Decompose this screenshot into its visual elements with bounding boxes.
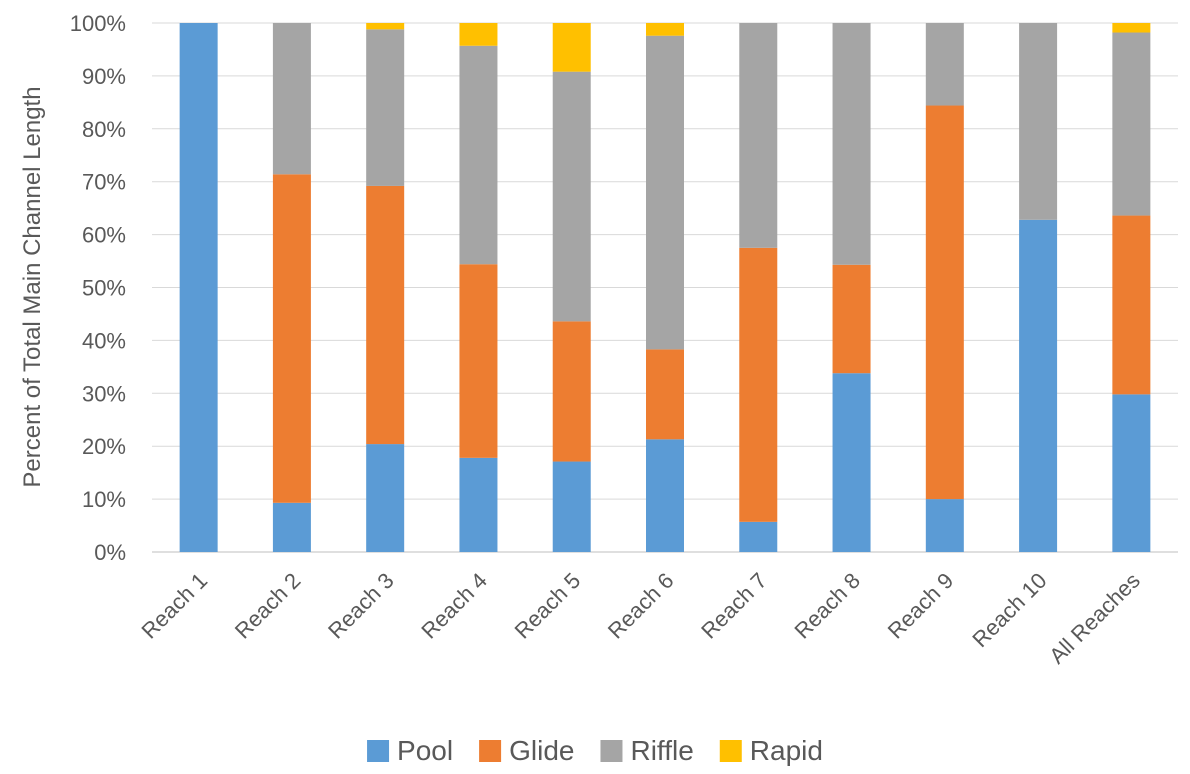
bar-segment-riffle bbox=[739, 23, 778, 248]
x-tick-label: Reach 1 bbox=[137, 568, 213, 644]
bar-segment-pool bbox=[1019, 219, 1058, 552]
x-tick-label: All Reaches bbox=[1044, 568, 1145, 669]
bar-segment-riffle bbox=[832, 23, 871, 265]
legend-item: Glide bbox=[479, 735, 574, 766]
x-tick-label: Reach 3 bbox=[323, 568, 399, 644]
bar-segment-riffle bbox=[1019, 23, 1058, 220]
bar-segment-glide bbox=[272, 174, 311, 503]
legend-item: Pool bbox=[367, 735, 453, 766]
legend-swatch bbox=[367, 740, 390, 762]
bar-segment-glide bbox=[366, 185, 405, 445]
bar-segment-pool bbox=[459, 457, 498, 552]
y-tick-label: 40% bbox=[82, 328, 126, 353]
x-tick-label: Reach 8 bbox=[789, 568, 865, 644]
legend: Pool Glide Riffle Rapid bbox=[367, 735, 823, 766]
y-axis-title: Percent of Total Main Channel Length bbox=[19, 86, 46, 487]
bar-segment-riffle bbox=[925, 23, 964, 106]
bar-segment-glide bbox=[552, 321, 591, 462]
bar-segment-pool bbox=[646, 439, 684, 552]
bar-segment-pool bbox=[925, 499, 964, 552]
y-tick-label: 80% bbox=[82, 117, 126, 142]
bar-segment-rapid bbox=[552, 23, 591, 72]
legend-item: Rapid bbox=[719, 735, 823, 766]
x-tick-label: Reach 6 bbox=[603, 568, 679, 644]
x-tick-labels: Reach 1 Reach 2 Reach 3 Reach 4 Reach 5 Reach… bbox=[137, 568, 1145, 669]
bar-segment-riffle bbox=[272, 23, 311, 175]
bar-segment-rapid bbox=[1112, 23, 1151, 33]
bar-segment-glide bbox=[832, 264, 871, 374]
y-tick-label: 20% bbox=[82, 434, 126, 459]
bar-segment-riffle bbox=[1112, 32, 1151, 216]
bar-segment-glide bbox=[1112, 215, 1151, 395]
bar-segment-riffle bbox=[366, 29, 405, 186]
y-tick-labels: 0% 10% 20% 30% 40% 50% 60% 70% 80% 90% 100% bbox=[70, 11, 126, 565]
bars bbox=[179, 23, 1151, 552]
bar-segment-glide bbox=[459, 264, 498, 458]
y-tick-label: 90% bbox=[82, 64, 126, 89]
legend-label: Glide bbox=[509, 735, 574, 766]
legend-item: Riffle bbox=[600, 735, 694, 766]
x-tick-label: Reach 10 bbox=[967, 568, 1051, 652]
bar-segment-riffle bbox=[646, 35, 684, 350]
bar-segment-glide bbox=[739, 247, 778, 522]
bar-segment-pool bbox=[552, 461, 591, 552]
bar-segment-glide bbox=[646, 349, 684, 440]
bar-segment-glide bbox=[925, 105, 964, 500]
legend-swatch bbox=[719, 740, 742, 762]
y-tick-label: 10% bbox=[82, 487, 126, 512]
bar-segment-rapid bbox=[366, 23, 405, 30]
bar-segment-pool bbox=[739, 521, 778, 552]
x-tick-label: Reach 5 bbox=[510, 568, 586, 644]
y-tick-label: 0% bbox=[94, 540, 126, 565]
x-tick-label: Reach 9 bbox=[883, 568, 959, 644]
legend-label: Rapid bbox=[750, 735, 823, 766]
y-tick-label: 30% bbox=[82, 381, 126, 406]
y-tick-label: 60% bbox=[82, 223, 126, 248]
bar-segment-pool bbox=[832, 373, 871, 552]
bar-segment-pool bbox=[366, 444, 405, 552]
bar-segment-pool bbox=[1112, 394, 1151, 552]
x-tick-label: Reach 7 bbox=[696, 568, 772, 644]
x-tick-label: Reach 4 bbox=[416, 568, 492, 644]
x-tick-label: Reach 2 bbox=[230, 568, 306, 644]
bar-segment-rapid bbox=[459, 23, 498, 46]
y-tick-label: 70% bbox=[82, 170, 126, 195]
legend-swatch bbox=[479, 740, 502, 762]
y-tick-label: 50% bbox=[82, 276, 126, 301]
legend-label: Pool bbox=[397, 735, 453, 766]
bar-segment-pool bbox=[272, 502, 311, 552]
y-tick-label: 100% bbox=[70, 11, 126, 36]
legend-swatch bbox=[600, 740, 623, 762]
bar-segment-pool bbox=[179, 23, 218, 552]
bar-segment-riffle bbox=[552, 71, 591, 322]
legend-label: Riffle bbox=[630, 735, 693, 766]
bar-segment-riffle bbox=[459, 45, 498, 265]
bar-segment-rapid bbox=[646, 23, 684, 36]
